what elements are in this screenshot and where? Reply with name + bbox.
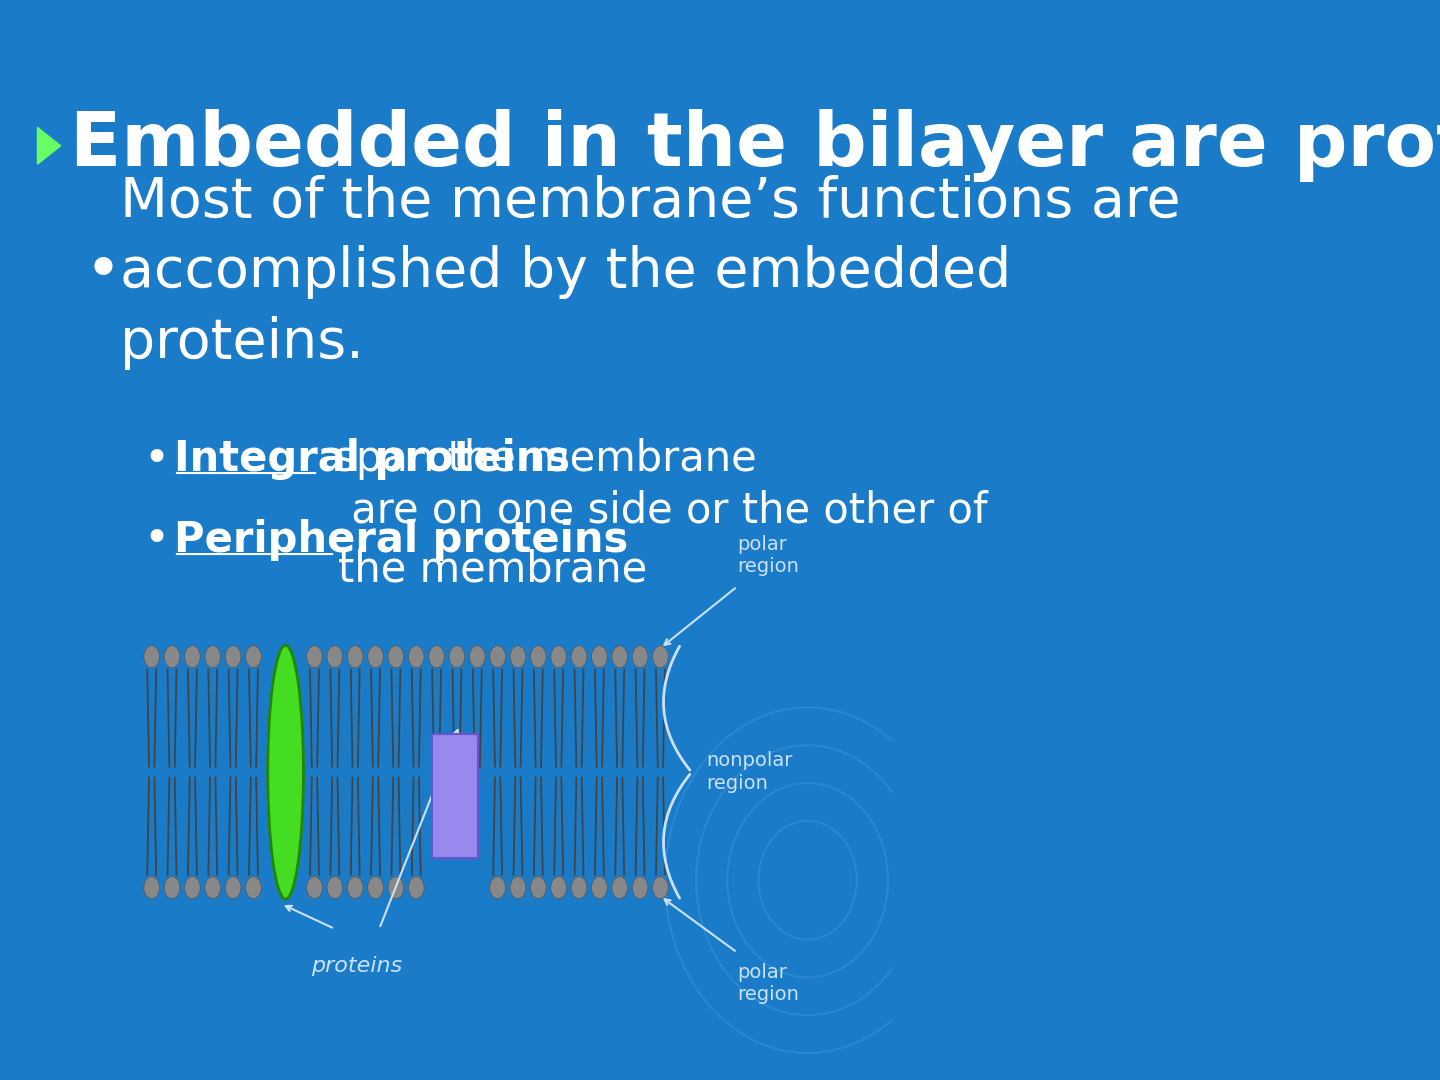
Ellipse shape — [184, 646, 200, 667]
Ellipse shape — [347, 646, 363, 667]
Ellipse shape — [592, 646, 608, 667]
Text: polar
region: polar region — [737, 535, 799, 576]
Ellipse shape — [652, 877, 668, 899]
Ellipse shape — [429, 646, 445, 667]
Text: Most of the membrane’s functions are
accomplished by the embedded
proteins.: Most of the membrane’s functions are acc… — [121, 174, 1181, 370]
Ellipse shape — [327, 646, 343, 667]
Ellipse shape — [327, 877, 343, 899]
Ellipse shape — [246, 646, 261, 667]
Text: span the membrane: span the membrane — [321, 438, 756, 480]
Text: polar
region: polar region — [737, 963, 799, 1004]
Ellipse shape — [347, 877, 363, 899]
Ellipse shape — [409, 877, 425, 899]
Ellipse shape — [307, 646, 323, 667]
Text: nonpolar
region: nonpolar region — [706, 751, 792, 794]
Ellipse shape — [612, 877, 628, 899]
Ellipse shape — [184, 877, 200, 899]
Ellipse shape — [592, 877, 608, 899]
Ellipse shape — [268, 646, 304, 899]
Ellipse shape — [164, 646, 180, 667]
Ellipse shape — [552, 877, 566, 899]
Ellipse shape — [246, 877, 261, 899]
Ellipse shape — [367, 646, 383, 667]
Ellipse shape — [144, 646, 160, 667]
Text: Embedded in the bilayer are proteins: Embedded in the bilayer are proteins — [69, 109, 1440, 183]
Ellipse shape — [307, 877, 323, 899]
Ellipse shape — [510, 877, 526, 899]
Ellipse shape — [449, 646, 465, 667]
Ellipse shape — [552, 646, 566, 667]
Ellipse shape — [652, 646, 668, 667]
Text: •: • — [143, 437, 170, 481]
Ellipse shape — [572, 646, 588, 667]
FancyBboxPatch shape — [432, 734, 478, 858]
Ellipse shape — [572, 877, 588, 899]
Ellipse shape — [632, 646, 648, 667]
Ellipse shape — [387, 877, 403, 899]
Ellipse shape — [469, 646, 485, 667]
Text: •: • — [143, 518, 170, 562]
Ellipse shape — [490, 646, 505, 667]
Ellipse shape — [490, 877, 505, 899]
Polygon shape — [37, 127, 60, 164]
Ellipse shape — [204, 877, 220, 899]
Ellipse shape — [367, 877, 383, 899]
Text: Integral proteins: Integral proteins — [174, 438, 570, 480]
Ellipse shape — [632, 877, 648, 899]
Ellipse shape — [164, 877, 180, 899]
Text: Peripheral proteins: Peripheral proteins — [174, 519, 628, 561]
Text: proteins: proteins — [311, 956, 403, 976]
Ellipse shape — [225, 646, 240, 667]
Text: •: • — [84, 242, 121, 302]
Ellipse shape — [144, 877, 160, 899]
Ellipse shape — [225, 877, 240, 899]
Ellipse shape — [530, 646, 546, 667]
Ellipse shape — [387, 646, 403, 667]
Ellipse shape — [409, 646, 425, 667]
Ellipse shape — [204, 646, 220, 667]
Ellipse shape — [530, 877, 546, 899]
Ellipse shape — [612, 646, 628, 667]
Ellipse shape — [510, 646, 526, 667]
Text: are on one side or the other of
the membrane: are on one side or the other of the memb… — [338, 489, 988, 591]
